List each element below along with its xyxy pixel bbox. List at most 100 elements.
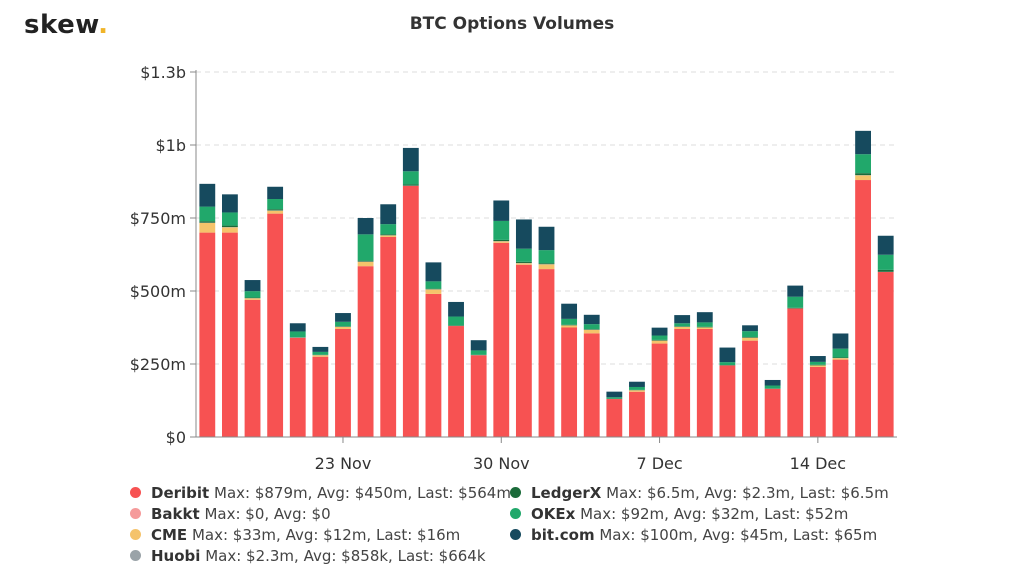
bar-deribit xyxy=(855,180,871,438)
bar-deribit xyxy=(470,355,487,437)
x-tick-label: 30 Nov xyxy=(473,454,530,473)
bar-deribit xyxy=(629,391,645,437)
legend-stats: Max: $100m, Avg: $45m, Last: $65m xyxy=(599,526,878,544)
bar-cme xyxy=(244,298,261,300)
bar-bit-com xyxy=(357,218,374,235)
skew-logo: skew. xyxy=(24,10,108,40)
bar-ledgerx xyxy=(538,263,555,265)
bar-ledgerx xyxy=(515,261,532,263)
bar-deribit xyxy=(244,299,261,437)
bar-cme xyxy=(357,261,374,267)
bar-ledgerx xyxy=(493,239,510,242)
legend-item-huobi[interactable]: Huobi Max: $2.3m, Avg: $858k, Last: $664… xyxy=(130,547,486,565)
bar-ledgerx xyxy=(809,364,826,366)
bar-okex xyxy=(470,350,487,355)
bar-ledgerx xyxy=(877,269,894,272)
bar-deribit xyxy=(787,308,804,437)
bar-okex xyxy=(267,199,284,210)
bar-deribit xyxy=(289,337,306,437)
bar-bit-com xyxy=(448,301,464,317)
legend-swatch-bakkt xyxy=(130,508,141,519)
bar-bit-com xyxy=(583,314,600,325)
legend-swatch-cme xyxy=(130,529,141,540)
bar-okex xyxy=(855,154,871,174)
bar-deribit xyxy=(832,359,849,437)
y-axis: $0 $250m $500m $750m $1b $1.3b xyxy=(130,63,197,447)
bar-cme xyxy=(380,235,397,237)
bar-cme xyxy=(629,390,645,392)
bar-okex xyxy=(402,171,419,185)
bar-okex xyxy=(289,331,306,338)
chart-title: BTC Options Volumes xyxy=(409,14,615,34)
bar-bit-com xyxy=(809,356,826,362)
bar-cme xyxy=(199,222,216,233)
legend-stats: Max: $0, Avg: $0 xyxy=(204,505,331,523)
bar-cme xyxy=(674,326,691,329)
bar-bit-com xyxy=(764,379,781,386)
legend-name: bit.com xyxy=(531,526,595,544)
legend-swatch-huobi xyxy=(130,550,141,561)
x-tick-label: 7 Dec xyxy=(636,454,682,473)
legend-stats: Max: $92m, Avg: $32m, Last: $52m xyxy=(580,505,849,523)
bar-bit-com xyxy=(267,186,284,200)
bar-okex xyxy=(538,250,555,264)
bar-cme xyxy=(651,340,668,344)
bar-ledgerx xyxy=(855,173,871,176)
bar-ledgerx xyxy=(583,329,600,330)
bar-ledgerx xyxy=(267,209,284,211)
bar-deribit xyxy=(357,266,374,437)
legend-item-ledgerx[interactable]: LedgerX Max: $6.5m, Avg: $2.3m, Last: $6… xyxy=(510,484,889,502)
bar-okex xyxy=(199,206,216,222)
bar-bit-com xyxy=(244,280,261,292)
legend-item-okex[interactable]: OKEx Max: $92m, Avg: $32m, Last: $52m xyxy=(510,505,848,523)
bar-cme xyxy=(696,327,713,329)
legend-item-bit-com[interactable]: bit.com Max: $100m, Avg: $45m, Last: $65… xyxy=(510,526,877,544)
bar-bit-com xyxy=(696,312,713,323)
bar-okex xyxy=(674,323,691,327)
bar-ledgerx xyxy=(787,307,804,309)
bar-cme xyxy=(335,326,351,329)
bar-bit-com xyxy=(651,327,668,336)
bar-cme xyxy=(515,263,532,265)
bar-okex xyxy=(561,318,578,325)
bar-ledgerx xyxy=(561,324,578,326)
x-tick-label: 14 Dec xyxy=(790,454,846,473)
legend-item-deribit[interactable]: Deribit Max: $879m, Avg: $450m, Last: $5… xyxy=(130,484,511,502)
bar-deribit xyxy=(515,264,532,437)
bar-bit-com xyxy=(335,313,351,322)
bar-okex xyxy=(764,385,781,389)
bar-ledgerx xyxy=(832,357,849,359)
bar-deribit xyxy=(809,366,826,437)
bar-okex xyxy=(448,316,464,326)
legend-stats: Max: $6.5m, Avg: $2.3m, Last: $6.5m xyxy=(606,484,889,502)
legend-name: CME xyxy=(151,526,188,544)
bar-cme xyxy=(742,337,758,341)
legend-swatch-bit-com xyxy=(510,529,521,540)
legend-item-bakkt[interactable]: Bakkt Max: $0, Avg: $0 xyxy=(130,505,331,523)
bar-okex xyxy=(380,224,397,235)
bar-deribit xyxy=(267,213,284,437)
bar-cme xyxy=(312,355,329,357)
legend-name: Deribit xyxy=(151,484,210,502)
bar-okex xyxy=(312,351,329,355)
bar-okex xyxy=(742,331,758,337)
bar-ledgerx xyxy=(380,234,397,236)
bar-ledgerx xyxy=(222,225,238,228)
bar-deribit xyxy=(222,232,238,437)
bar-bit-com xyxy=(877,235,894,255)
bar-cme xyxy=(855,175,871,181)
bar-bit-com xyxy=(493,200,510,221)
bar-ledgerx xyxy=(402,184,419,186)
logo-text: skew xyxy=(24,10,99,40)
bar-ledgerx xyxy=(335,326,351,327)
bar-deribit xyxy=(674,328,691,437)
bar-deribit xyxy=(651,343,668,437)
bar-ledgerx xyxy=(244,297,261,299)
bar-okex xyxy=(583,324,600,330)
bar-okex xyxy=(832,348,849,358)
legend-item-cme[interactable]: CME Max: $33m, Avg: $12m, Last: $16m xyxy=(130,526,460,544)
bar-bit-com xyxy=(832,333,849,349)
bar-okex xyxy=(719,362,736,366)
bar-ledgerx xyxy=(357,260,374,262)
bar-deribit xyxy=(561,327,578,437)
